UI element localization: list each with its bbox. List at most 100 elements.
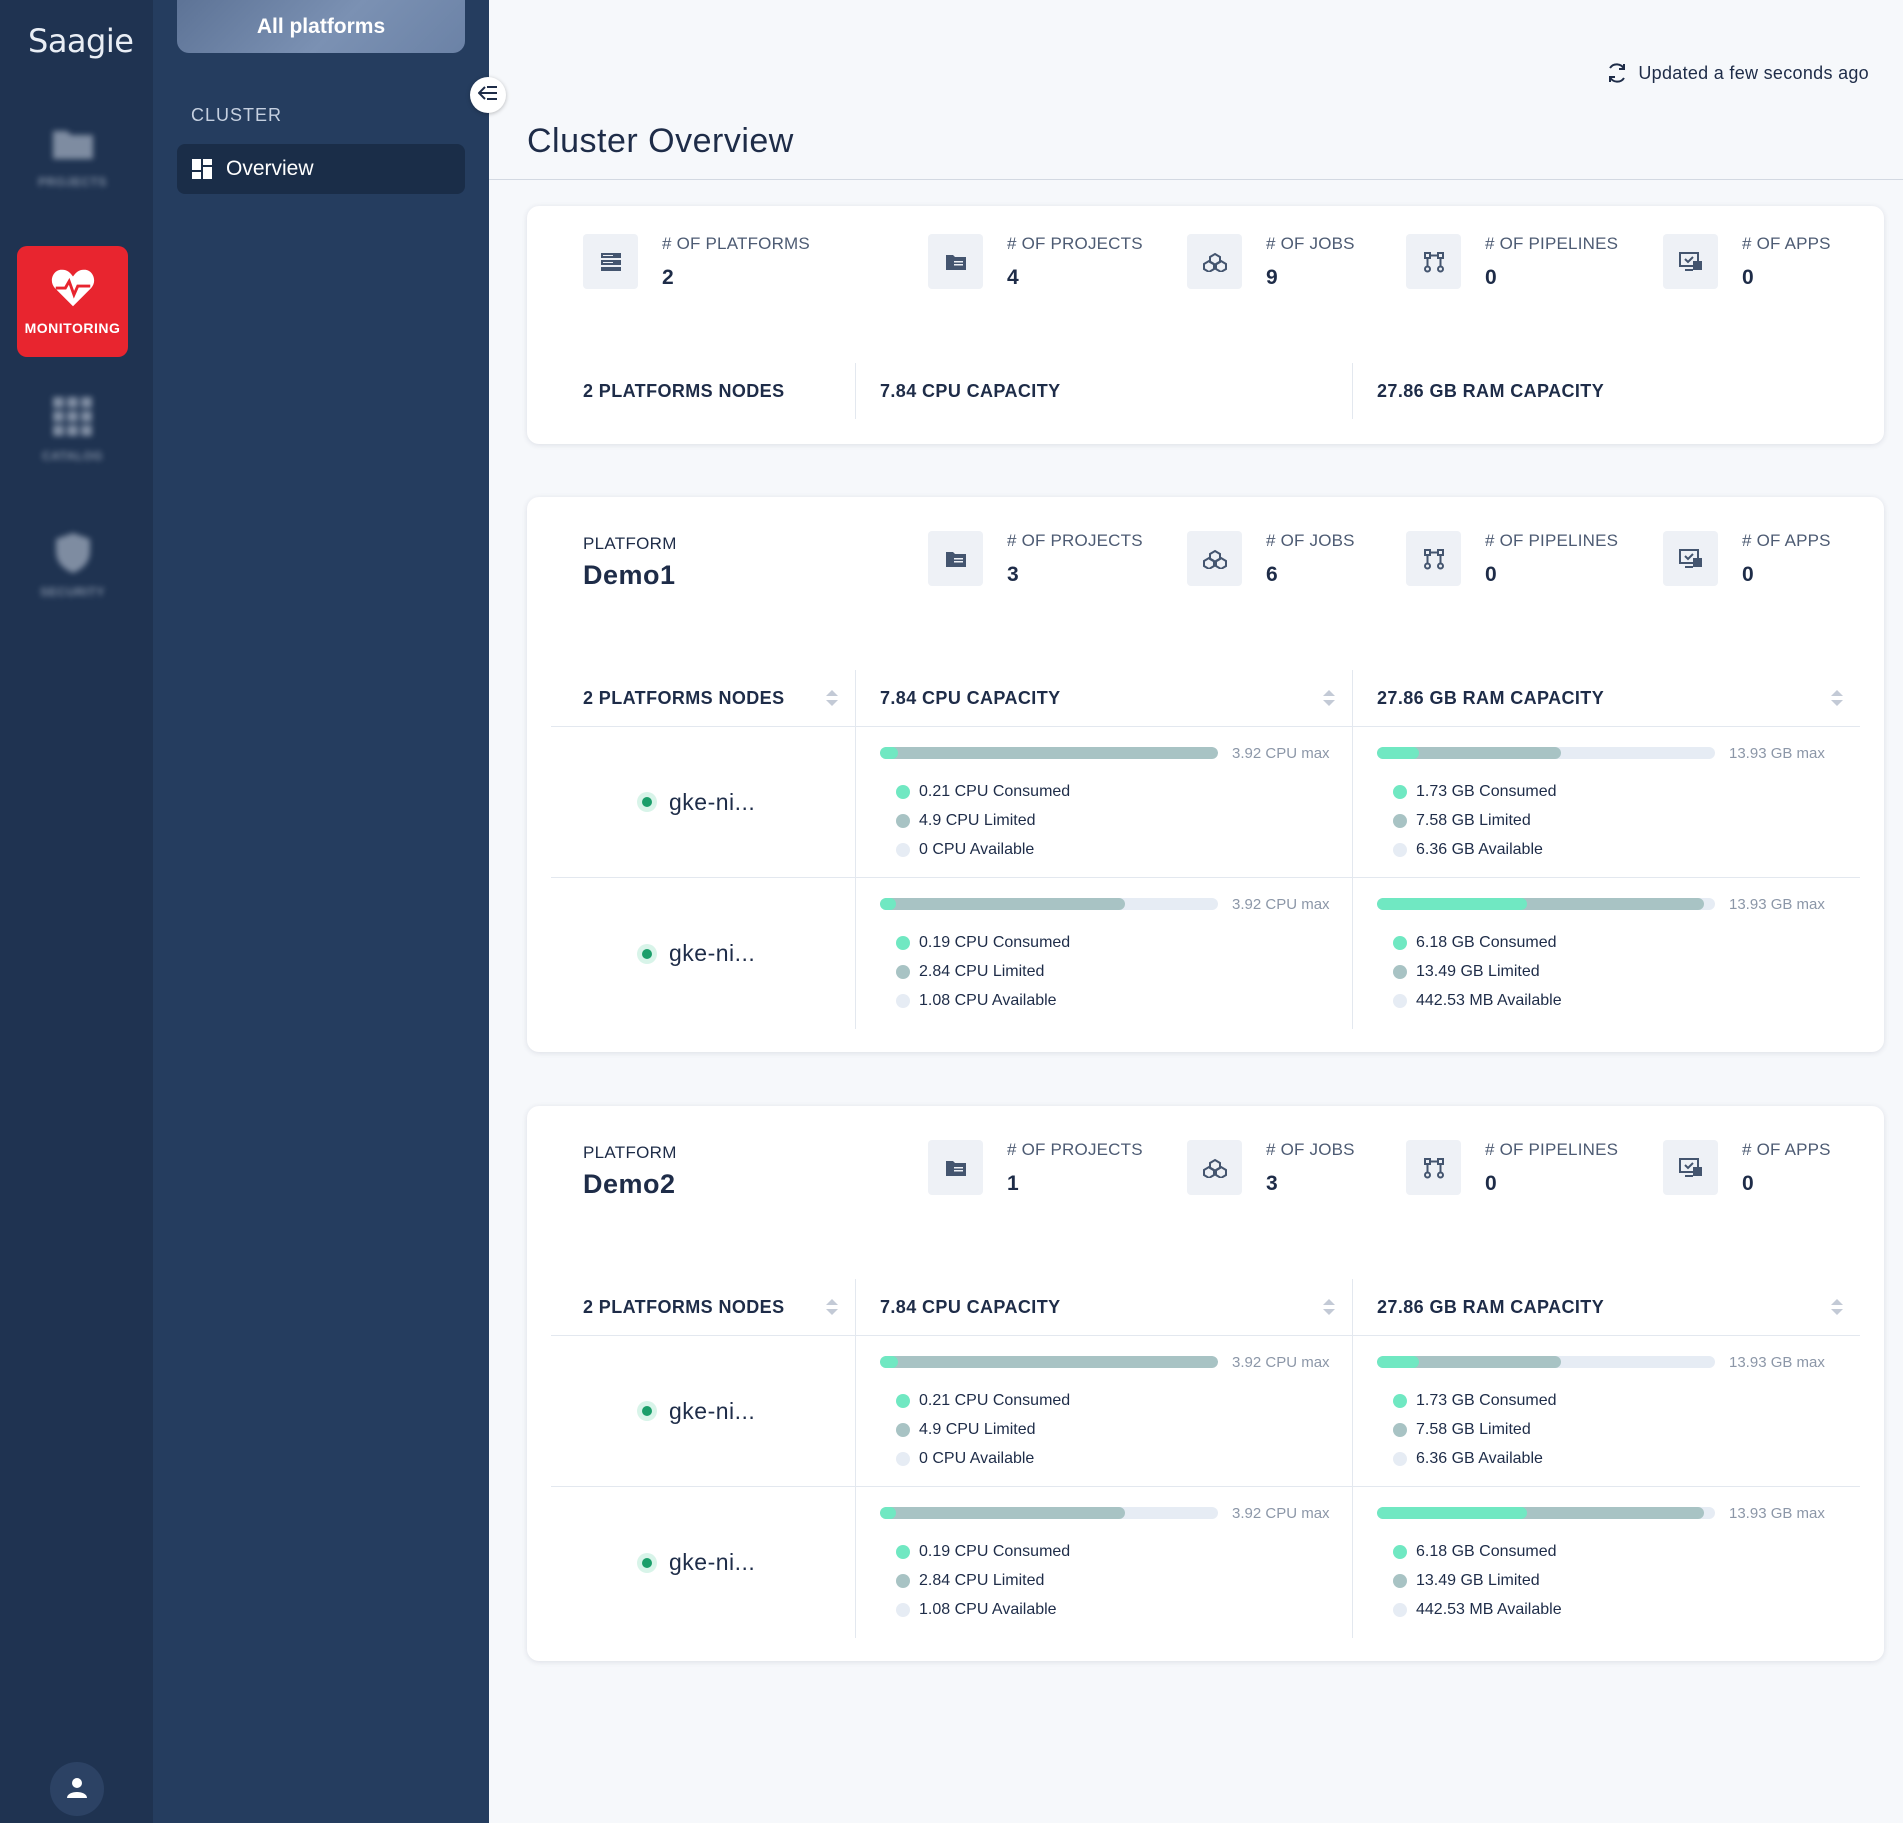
last-updated[interactable]: Updated a few seconds ago (1606, 62, 1869, 84)
node-name: gke-ni... (669, 940, 756, 966)
main-content: Updated a few seconds ago Cluster Overvi… (489, 0, 1903, 1823)
sort-icon[interactable] (825, 1297, 839, 1317)
stat-projects: # OF PROJECTS 4 (928, 234, 1143, 290)
ram-usage-bar (1377, 747, 1715, 759)
stat-label: # OF PIPELINES (1485, 1140, 1619, 1159)
stat-label: # OF PROJECTS (1007, 1140, 1143, 1159)
cpu-limited-fill (880, 1356, 1218, 1368)
legend-consumed: 0.19 CPU Consumed (896, 928, 1352, 957)
ram-legend: 1.73 GB Consumed 7.58 GB Limited 6.36 GB… (1393, 777, 1860, 864)
column-header-ram[interactable]: 27.86 GB RAM CAPACITY (1352, 670, 1860, 726)
capacity-nodes: 2 PLATFORMS NODES (583, 380, 785, 401)
legend-available: 1.08 CPU Available (896, 986, 1352, 1015)
platform-name: Demo2 (583, 1169, 676, 1199)
grid-icon (50, 396, 96, 437)
platform-card-demo2: PLATFORM Demo2 # OF PROJECTS 1 # OF JOBS… (527, 1106, 1884, 1661)
sort-icon[interactable] (1322, 1297, 1336, 1317)
stat-apps: # OF APPS 0 (1663, 234, 1831, 290)
stat-label: # OF PLATFORMS (662, 234, 810, 253)
capacity-ram: 27.86 GB RAM CAPACITY (1352, 363, 1860, 419)
legend-limited: 4.9 CPU Limited (896, 1415, 1352, 1444)
saagie-logo[interactable]: Saagie (28, 22, 134, 60)
nodes-table-header: 2 PLATFORMS NODES 7.84 CPU CAPACITY 27.8… (551, 670, 1860, 727)
rail-item-security[interactable]: SECURITY (17, 510, 128, 621)
stat-label: # OF PIPELINES (1485, 234, 1619, 253)
sort-icon[interactable] (825, 688, 839, 708)
platform-header: PLATFORM Demo1 (583, 534, 677, 591)
server-icon (583, 234, 638, 289)
platform-label: PLATFORM (583, 534, 677, 553)
stat-label: # OF APPS (1742, 1140, 1831, 1159)
column-header-label: 7.84 CPU CAPACITY (880, 1296, 1061, 1317)
ram-legend: 1.73 GB Consumed 7.58 GB Limited 6.36 GB… (1393, 1386, 1860, 1473)
heart-pulse-icon (50, 268, 96, 308)
table-row[interactable]: gke-ni... 3.92 CPU max 0.21 CPU Consumed… (551, 1336, 1860, 1487)
ram-limited-fill (1377, 1356, 1561, 1368)
stat-value: 0 (1485, 563, 1497, 586)
node-name: gke-ni... (669, 1549, 756, 1575)
folder-icon (928, 1140, 983, 1195)
ram-limited-fill (1377, 747, 1561, 759)
column-header-ram[interactable]: 27.86 GB RAM CAPACITY (1352, 1279, 1860, 1335)
user-avatar[interactable] (50, 1762, 104, 1816)
cpu-consumed-fill (880, 1356, 899, 1368)
sidebar-item-overview[interactable]: Overview (177, 144, 465, 194)
node-status-icon (637, 1401, 657, 1421)
cpu-usage-cell: 3.92 CPU max 0.21 CPU Consumed 4.9 CPU L… (855, 727, 1352, 877)
stat-pipelines: # OF PIPELINES 0 (1406, 234, 1618, 290)
legend-available: 0 CPU Available (896, 835, 1352, 864)
stat-label: # OF JOBS (1266, 234, 1355, 253)
legend-available: 1.08 CPU Available (896, 1595, 1352, 1624)
sort-icon[interactable] (1830, 688, 1844, 708)
table-row[interactable]: gke-ni... 3.92 CPU max 0.21 CPU Consumed… (551, 727, 1860, 878)
column-header-nodes[interactable]: 2 PLATFORMS NODES (551, 1279, 855, 1335)
stat-value: 3 (1007, 563, 1019, 586)
cpu-usage-bar (880, 747, 1218, 759)
table-row[interactable]: gke-ni... 3.92 CPU max 0.19 CPU Consumed… (551, 1487, 1860, 1638)
stat-value: 0 (1485, 266, 1497, 289)
node-name-cell: gke-ni... (551, 878, 855, 1029)
ram-legend: 6.18 GB Consumed 13.49 GB Limited 442.53… (1393, 928, 1860, 1015)
legend-consumed: 6.18 GB Consumed (1393, 1537, 1860, 1566)
shield-icon (50, 532, 96, 573)
legend-consumed: 0.21 CPU Consumed (896, 777, 1352, 806)
sort-icon[interactable] (1322, 688, 1336, 708)
cpu-usage-cell: 3.92 CPU max 0.19 CPU Consumed 2.84 CPU … (855, 878, 1352, 1029)
cpu-max: 3.92 CPU max (1232, 744, 1330, 762)
ram-consumed-fill (1377, 747, 1419, 759)
column-header-nodes[interactable]: 2 PLATFORMS NODES (551, 670, 855, 726)
cpu-usage-bar (880, 898, 1218, 910)
collapse-sidebar-button[interactable] (470, 77, 506, 113)
node-name-cell: gke-ni... (551, 1487, 855, 1638)
refresh-icon (1606, 62, 1628, 84)
platform-name: Demo1 (583, 560, 676, 590)
rail-item-monitoring[interactable]: MONITORING (17, 246, 128, 357)
folder-icon (50, 123, 96, 163)
legend-available: 442.53 MB Available (1393, 1595, 1860, 1624)
table-row[interactable]: gke-ni... 3.92 CPU max 0.19 CPU Consumed… (551, 878, 1860, 1029)
stat-projects: # OF PROJECTS 3 (928, 531, 1143, 587)
cpu-limited-fill (880, 898, 1125, 910)
ram-legend: 6.18 GB Consumed 13.49 GB Limited 442.53… (1393, 1537, 1860, 1624)
nodes-table-header: 2 PLATFORMS NODES 7.84 CPU CAPACITY 27.8… (551, 1279, 1860, 1336)
page-title: Cluster Overview (527, 122, 794, 160)
cpu-usage-bar (880, 1356, 1218, 1368)
stat-label: # OF APPS (1742, 234, 1831, 253)
stat-value: 0 (1742, 1172, 1754, 1195)
jobs-icon (1187, 234, 1242, 289)
platform-switcher[interactable]: All platforms (177, 0, 465, 53)
column-header-cpu[interactable]: 7.84 CPU CAPACITY (855, 1279, 1352, 1335)
column-header-label: 2 PLATFORMS NODES (583, 687, 785, 708)
rail-item-label: MONITORING (24, 319, 121, 336)
legend-consumed: 1.73 GB Consumed (1393, 777, 1860, 806)
sort-icon[interactable] (1830, 1297, 1844, 1317)
rail-item-label: PROJECTS (38, 174, 107, 189)
rail-item-catalog[interactable]: CATALOG (17, 374, 128, 485)
stat-label: # OF JOBS (1266, 531, 1355, 550)
cpu-usage-cell: 3.92 CPU max 0.19 CPU Consumed 2.84 CPU … (855, 1487, 1352, 1638)
rail-item-projects[interactable]: PROJECTS (17, 100, 128, 211)
column-header-cpu[interactable]: 7.84 CPU CAPACITY (855, 670, 1352, 726)
stat-apps: # OF APPS 0 (1663, 531, 1831, 587)
stat-value: 9 (1266, 266, 1278, 289)
stat-label: # OF PROJECTS (1007, 531, 1143, 550)
